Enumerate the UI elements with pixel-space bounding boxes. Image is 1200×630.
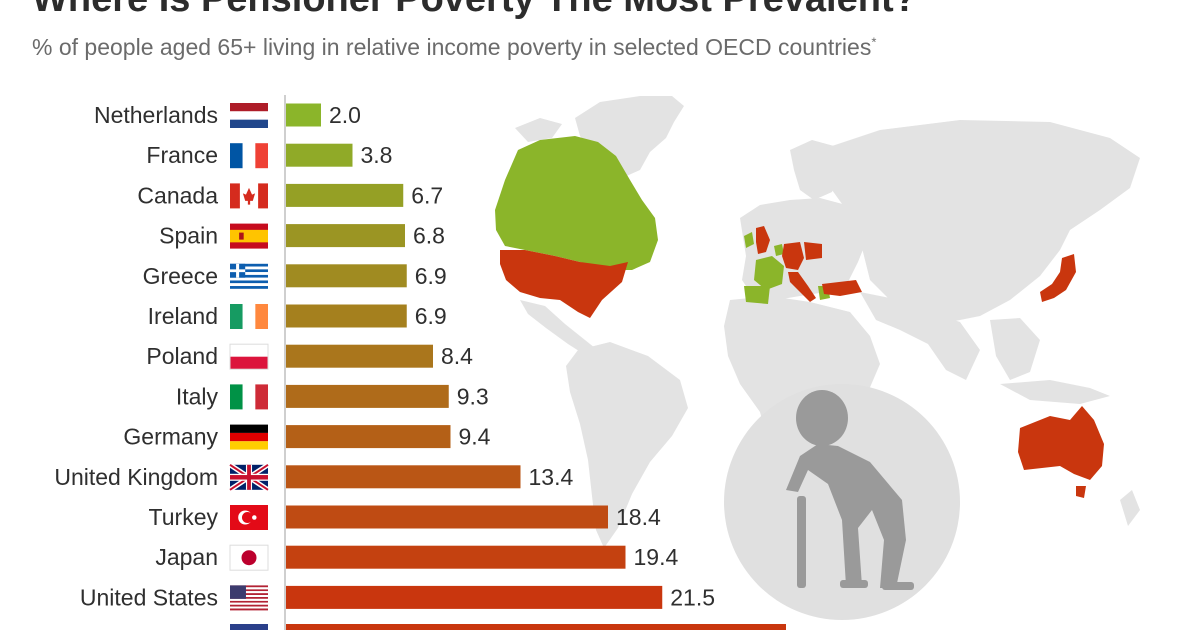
- category-label: Netherlands: [94, 102, 218, 128]
- footnote-mark: *: [871, 34, 877, 50]
- chart-rows: Netherlands 2.0 France 3.8 Canada 6.7 Spain 6.8…: [54, 102, 715, 611]
- bar: [286, 224, 405, 248]
- bar: [286, 183, 404, 207]
- bar-row: Turkey 18.4: [149, 504, 661, 530]
- subtitle-text: % of people aged 65+ living in relative …: [32, 34, 872, 60]
- category-label: Spain: [159, 223, 218, 249]
- category-label: Italy: [176, 383, 219, 409]
- category-label: Greece: [143, 263, 218, 289]
- france-map-shape: [754, 256, 784, 290]
- poland-flag: [229, 343, 269, 370]
- germany-flag: [230, 424, 268, 450]
- value-label: 6.8: [413, 223, 445, 249]
- cutoff-flag: [230, 624, 268, 630]
- bar-row: Spain 6.8: [159, 223, 445, 249]
- elderly-person-icon: [786, 390, 914, 590]
- bar: [286, 143, 353, 167]
- category-label: Ireland: [148, 303, 218, 329]
- category-label: United States: [80, 584, 218, 610]
- value-label: 2.0: [329, 102, 361, 128]
- united-kingdom-map-shape: [756, 226, 770, 254]
- category-label: United Kingdom: [54, 464, 218, 490]
- value-label: 18.4: [616, 504, 661, 530]
- bar: [286, 545, 626, 569]
- category-label: Canada: [137, 182, 218, 208]
- turkey-map-shape: [822, 280, 862, 296]
- bar-row: Netherlands 2.0: [94, 102, 361, 128]
- france-flag: [230, 143, 268, 169]
- bar-row: Canada 6.7: [137, 182, 443, 209]
- value-label: 6.9: [415, 303, 447, 329]
- bar-row: United States 21.5: [80, 584, 715, 611]
- bar: [286, 103, 321, 127]
- bar-row: Greece 6.9: [143, 263, 447, 289]
- spain-flag: [230, 223, 268, 249]
- value-label: 6.9: [415, 263, 447, 289]
- value-label: 9.3: [457, 383, 489, 409]
- value-label: 3.8: [361, 142, 393, 168]
- greece-flag: [230, 263, 268, 289]
- bar: [286, 384, 449, 408]
- turkey-flag: [230, 505, 268, 530]
- bar: [286, 264, 407, 288]
- japan-flag: [229, 544, 269, 571]
- italy-map-shape: [788, 272, 816, 302]
- canada-flag: [230, 183, 268, 209]
- ireland-flag: [230, 304, 268, 329]
- chart-axis-line: [284, 95, 286, 630]
- bar-row: Ireland 6.9: [148, 303, 447, 329]
- bar: [286, 585, 663, 609]
- category-label: Japan: [155, 544, 218, 570]
- bar-row: France 3.8: [146, 142, 393, 169]
- united-kingdom-flag: [228, 462, 270, 492]
- bar-row: Japan 19.4: [155, 544, 679, 571]
- category-label: France: [146, 142, 218, 168]
- ireland-map-shape: [744, 232, 754, 248]
- poland-map-shape: [804, 242, 822, 260]
- spain-map-shape: [744, 286, 770, 304]
- tasmania-map-shape: [1076, 486, 1086, 498]
- bar-row: United Kingdom 13.4: [54, 462, 574, 492]
- bar-row: Poland 8.4: [146, 343, 473, 370]
- cutoff-bar: [286, 624, 786, 630]
- bar: [286, 425, 451, 449]
- bar-row: Italy 9.3: [176, 383, 489, 410]
- netherlands-map-shape: [774, 244, 784, 256]
- canada-map-shape: [495, 136, 658, 270]
- bar: [286, 304, 407, 328]
- united-states-map-shape: [500, 250, 628, 318]
- netherlands-flag: [230, 103, 268, 128]
- value-label: 9.4: [459, 424, 491, 450]
- value-label: 19.4: [634, 544, 679, 570]
- united-states-flag: [230, 585, 268, 611]
- bar: [286, 505, 608, 529]
- category-label: Turkey: [149, 504, 219, 530]
- australia-map-shape: [1018, 406, 1104, 480]
- bar: [286, 344, 433, 368]
- highlighted-countries: [495, 136, 1104, 498]
- category-label: Germany: [123, 424, 218, 450]
- value-label: 21.5: [670, 584, 715, 610]
- germany-map-shape: [782, 242, 804, 270]
- value-label: 8.4: [441, 343, 473, 369]
- bar-row: Germany 9.4: [123, 424, 491, 450]
- chart-title: Where Is Pensioner Poverty The Most Prev…: [32, 0, 917, 21]
- japan-map-shape: [1040, 254, 1076, 302]
- category-label: Poland: [146, 343, 218, 369]
- bar: [286, 465, 521, 489]
- value-label: 6.7: [411, 182, 443, 208]
- value-label: 13.4: [529, 464, 574, 490]
- chart-subtitle: % of people aged 65+ living in relative …: [32, 34, 876, 61]
- italy-flag: [230, 384, 268, 410]
